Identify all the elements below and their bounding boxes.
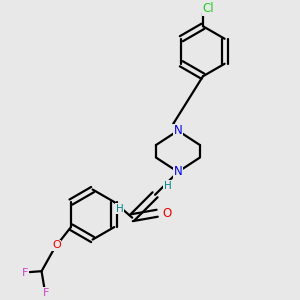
Text: N: N xyxy=(174,165,182,178)
Text: H: H xyxy=(164,181,171,191)
Text: N: N xyxy=(174,124,182,137)
Text: H: H xyxy=(116,204,124,214)
Text: O: O xyxy=(52,240,61,250)
Text: F: F xyxy=(43,288,49,298)
Text: O: O xyxy=(163,207,172,220)
Text: Cl: Cl xyxy=(202,2,214,15)
Text: F: F xyxy=(22,268,28,278)
